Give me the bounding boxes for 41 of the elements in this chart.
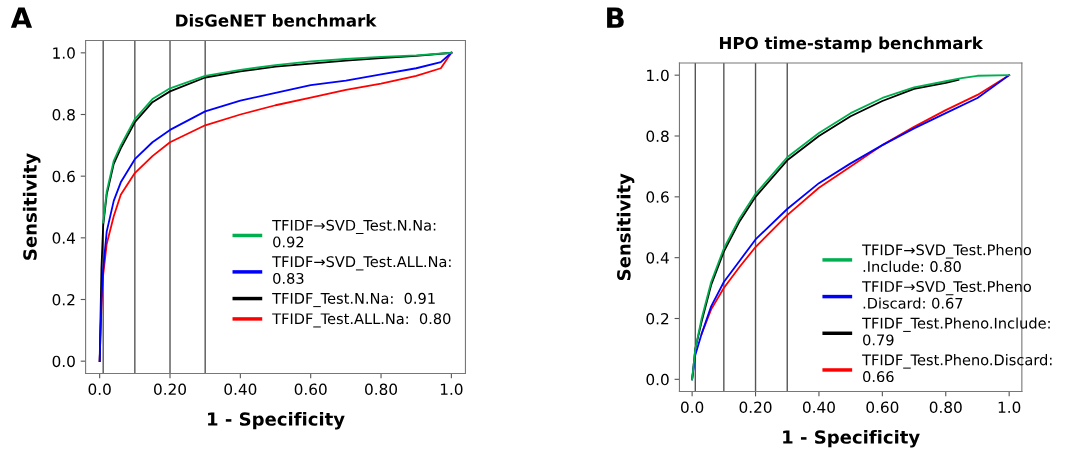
x-axis-title: 1 - Specificity <box>208 411 345 430</box>
x-tick-label: 0.60 <box>294 383 327 396</box>
line-series <box>98 51 453 363</box>
legend-label: TFIDF_Test.Pheno.Discard: 0.66 <box>862 354 1052 383</box>
x-tick-label: 1.0 <box>440 383 463 396</box>
y-tick-label: 0.0 <box>52 355 75 368</box>
y-tick-label: 0.2 <box>646 312 669 325</box>
legend-label: TFIDF_Test.N.Na: 0.91 <box>272 292 435 308</box>
y-tick-label: 0.6 <box>52 170 75 183</box>
y-tick-label: 1.0 <box>53 47 75 59</box>
y-tick-label: 0.8 <box>52 108 75 121</box>
x-axis-title: 1 - Specificity <box>783 429 920 448</box>
x-tick-label: 0.80 <box>929 401 962 414</box>
y-tick-label: 0.8 <box>646 130 669 143</box>
y-axis-title: Sensitivity <box>22 153 41 260</box>
x-tick-label: 0.0 <box>680 401 704 414</box>
y-tick-label: 0.4 <box>52 232 76 244</box>
y-axis-title: Sensitivity <box>616 173 635 281</box>
y-tick-label: 0.4 <box>646 252 669 264</box>
legend-label: TFIDF→SVD_Test.Pheno .Include: 0.80 <box>862 244 1031 273</box>
chart-title: DisGeNET benchmark <box>176 13 377 27</box>
x-tick-label: 1.0 <box>998 401 1021 414</box>
y-tick-label: 0.0 <box>646 373 669 386</box>
x-tick-label: 0.80 <box>365 383 398 396</box>
legend-label: TFIDF_Test.Pheno.Include: 0.79 <box>862 317 1050 346</box>
chart-title: HPO time-stamp benchmark <box>719 36 984 53</box>
legend-label: TFIDF→SVD_Test.Pheno .Discard: 0.67 <box>862 280 1031 309</box>
legend-label: TFIDF_Test.ALL.Na: 0.80 <box>272 313 451 328</box>
x-tick-label: 0.0 <box>88 383 111 396</box>
y-tick-label: 0.2 <box>52 293 75 306</box>
y-tick-label: 1.0 <box>647 69 669 82</box>
text: A <box>10 7 33 28</box>
x-tick-label: 0.40 <box>802 401 835 414</box>
x-tick-label: 0.20 <box>739 401 772 414</box>
text: B <box>607 7 624 28</box>
legend-label: TFIDF→SVD_Test.N.Na: 0.92 <box>272 219 436 248</box>
y-tick-label: 0.6 <box>646 191 669 203</box>
x-tick-label: 0.20 <box>154 383 187 396</box>
x-tick-label: 0.60 <box>866 401 899 414</box>
x-tick-label: 0.40 <box>224 383 257 396</box>
legend-label: TFIDF→SVD_Test.ALL.Na: 0.83 <box>272 256 451 284</box>
